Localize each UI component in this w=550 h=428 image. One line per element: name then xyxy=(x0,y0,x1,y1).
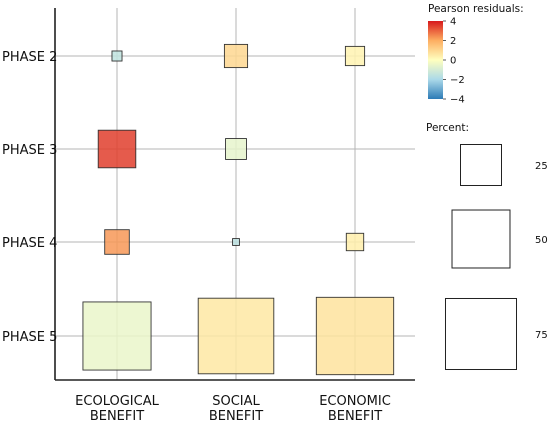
color-legend-title: Pearson residuals: xyxy=(428,3,524,15)
color-legend-tick-label: 2 xyxy=(450,36,456,47)
color-legend-tick-label: 0 xyxy=(450,56,456,67)
x-tick-label: ECOLOGICAL BENEFIT xyxy=(75,394,159,424)
size-legend-square-25 xyxy=(460,144,502,186)
size-legend-label: 75 xyxy=(535,330,548,341)
y-tick-label: PHASE 5 xyxy=(2,330,57,345)
cell-phase-5-social-benefit xyxy=(197,297,275,375)
cell-phase-5-economic-benefit xyxy=(315,296,395,376)
cell-phase-4-social-benefit xyxy=(232,238,240,246)
legend: Pearson residuals: 4 2 0 −2 −4 Percent: 25 50 75 xyxy=(426,3,548,371)
axis-labels: PHASE 2 PHASE 3 PHASE 4 PHASE 5 ECOLOGICAL BE… xyxy=(2,50,391,424)
x-tick-label: SOCIAL BENEFIT xyxy=(209,394,263,424)
axes xyxy=(54,8,415,381)
x-tick-label: ECONOMIC BENEFIT xyxy=(319,394,391,424)
size-legend-label: 50 xyxy=(535,235,548,246)
y-tick-label: PHASE 4 xyxy=(2,236,57,251)
color-legend-tick-label: −4 xyxy=(450,95,465,106)
size-legend-title: Percent: xyxy=(426,122,469,134)
cell-phase-5-ecological-benefit xyxy=(82,301,152,371)
size-legend-label: 25 xyxy=(535,161,548,172)
size-legend-square-50 xyxy=(451,209,511,269)
cell-phase-2-ecological-benefit xyxy=(111,50,123,62)
cell-phase-3-ecological-benefit xyxy=(97,129,137,169)
cells xyxy=(82,43,395,376)
size-legend-square-75 xyxy=(444,297,518,371)
y-tick-label: PHASE 2 xyxy=(2,50,57,65)
cell-phase-4-economic-benefit xyxy=(345,232,365,252)
color-legend-tick-label: 4 xyxy=(450,17,456,28)
color-legend-tick-label: −2 xyxy=(450,75,465,86)
color-legend-bar xyxy=(428,21,443,99)
y-tick-label: PHASE 3 xyxy=(2,143,57,158)
cell-phase-2-economic-benefit xyxy=(344,45,366,67)
cell-phase-2-social-benefit xyxy=(223,43,249,69)
cell-phase-3-social-benefit xyxy=(225,138,247,160)
cell-phase-4-ecological-benefit xyxy=(104,229,130,255)
